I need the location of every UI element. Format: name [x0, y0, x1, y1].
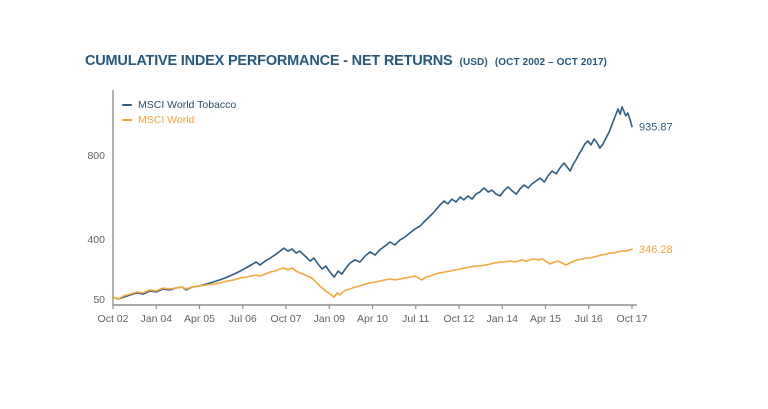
legend-dash-icon [122, 103, 132, 106]
legend-label: MSCI World [138, 113, 195, 126]
chart-legend: MSCI World Tobacco MSCI World [122, 97, 236, 127]
y-axis-tick-label: 50 [93, 294, 105, 306]
chart-title-currency: (USD) [459, 57, 488, 68]
legend-item-msci-world-tobacco: MSCI World Tobacco [122, 97, 236, 112]
chart-title: CUMULATIVE INDEX PERFORMANCE - NET RETUR… [85, 52, 607, 70]
x-axis-tick-label: Apr 05 [184, 313, 215, 325]
x-axis-tick-label: Oct 07 [271, 313, 302, 325]
x-axis-tick-label: Jan 14 [486, 313, 518, 325]
chart-title-period: (OCT 2002 – OCT 2017) [494, 57, 607, 68]
series-line-msci-world [112, 248, 633, 300]
series-line-msci-world-tobacco [112, 106, 633, 300]
series-end-value-msci-world-tobacco: 935.87 [639, 121, 673, 133]
x-axis-tick-label: Oct 17 [617, 313, 648, 325]
legend-label: MSCI World Tobacco [138, 98, 237, 111]
y-axis-tick-label: 400 [87, 234, 105, 246]
x-axis-tick-label: Jan 09 [313, 313, 345, 325]
x-axis-tick-label: Jul 16 [575, 313, 603, 325]
x-axis-tick-label: Apr 15 [530, 313, 561, 325]
x-axis-tick-label: Oct 12 [444, 313, 475, 325]
chart-title-main: CUMULATIVE INDEX PERFORMANCE - NET RETUR… [85, 53, 453, 69]
x-axis-tick-label: Jul 06 [229, 313, 257, 325]
x-axis-tick-label: Oct 02 [98, 313, 129, 325]
legend-item-msci-world: MSCI World [122, 112, 236, 127]
x-axis-tick-label: Jul 11 [402, 313, 429, 325]
legend-dash-icon [122, 118, 132, 121]
x-axis-tick-label: Jan 04 [140, 313, 172, 325]
y-axis-tick-label: 800 [87, 150, 105, 162]
series-end-value-msci-world: 346.28 [639, 244, 673, 256]
x-axis-tick-label: Apr 10 [357, 313, 388, 325]
